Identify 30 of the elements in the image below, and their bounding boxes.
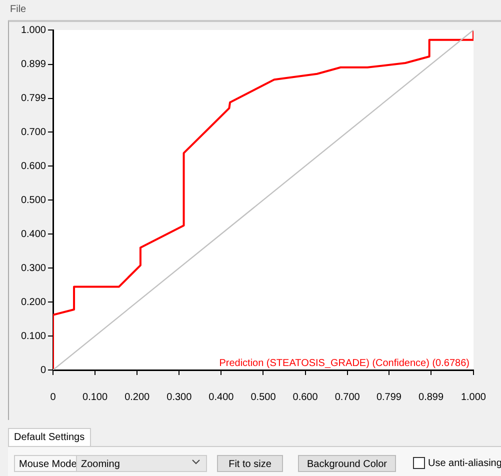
x-tick-label: 0 — [50, 392, 56, 403]
y-tick-label: 0.799 — [20, 93, 46, 104]
text: Fit to size — [217, 455, 283, 472]
x-tick-label: 0.799 — [376, 392, 402, 403]
text: Default Settings — [8, 428, 91, 446]
y-tick-label: 1.000 — [20, 24, 46, 36]
y-tick-label: 0.600 — [20, 160, 46, 172]
y-tick-label: 0.200 — [20, 296, 46, 308]
y-tick-label: 0 — [40, 364, 46, 376]
x-tick-label: 0.400 — [208, 392, 234, 403]
text: Background Color — [298, 455, 396, 472]
x-tick-label: 0.600 — [292, 392, 318, 403]
y-tick-label: 0.400 — [20, 228, 46, 240]
x-tick-label: 0.500 — [250, 392, 276, 403]
x-tick-label: 0.100 — [82, 392, 108, 403]
x-tick-label: 0.899 — [418, 392, 444, 403]
x-tick-label: 0.200 — [124, 392, 150, 403]
x-tick-label: 1.000 — [460, 392, 486, 403]
text: File — [10, 4, 26, 15]
y-tick-label: 0.700 — [20, 126, 46, 138]
x-tick-label: 0.700 — [334, 392, 360, 403]
text: Zooming — [76, 455, 207, 472]
text: Prediction (STEATOSIS_GRADE) (Confidence) (0.6786) — [219, 358, 470, 369]
y-tick-label: 0.899 — [20, 59, 46, 70]
y-tick-label: 0.300 — [20, 262, 46, 274]
text: Use anti-aliasing — [428, 457, 501, 471]
x-tick-label: 0.300 — [166, 392, 192, 403]
y-tick-label: 0.500 — [20, 194, 46, 206]
text: Mouse Mode — [14, 455, 82, 472]
y-tick-label: 0.100 — [20, 330, 46, 342]
